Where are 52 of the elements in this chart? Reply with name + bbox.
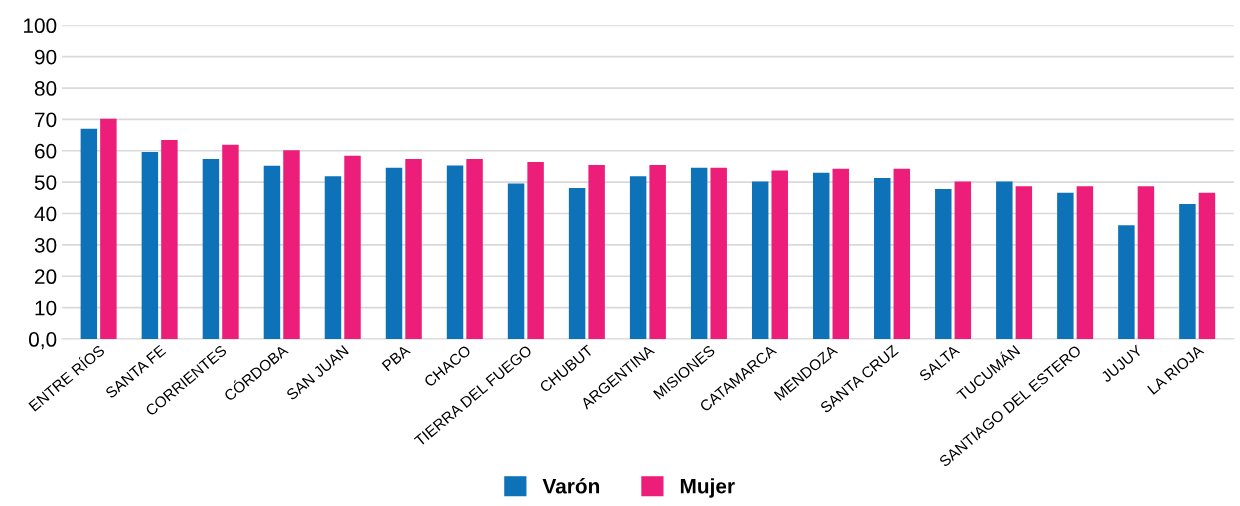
bar [1137, 186, 1155, 340]
bar [1015, 186, 1033, 340]
bar [954, 181, 972, 340]
y-tick-label: 20 [35, 269, 57, 285]
bar [222, 144, 239, 340]
bar [385, 167, 403, 340]
y-tick-label: 60 [35, 143, 57, 159]
bar [771, 170, 788, 340]
bar [935, 189, 952, 340]
bar [466, 158, 483, 340]
bar [832, 168, 849, 340]
y-tick-label: 100 [23, 18, 57, 34]
bar [874, 178, 891, 340]
bar [1198, 192, 1216, 340]
x-tick-label: PBA [381, 344, 411, 372]
bar [893, 168, 911, 340]
y-tick-label: 80 [34, 81, 57, 96]
bar [283, 150, 300, 340]
bar [527, 162, 544, 340]
bar [710, 167, 727, 340]
bar [568, 188, 586, 340]
bar [161, 140, 178, 340]
y-tick-label: 0,0 [28, 332, 57, 350]
bar [629, 176, 647, 340]
bar [588, 164, 605, 340]
bar [324, 176, 342, 340]
bar [507, 183, 525, 340]
bar [202, 158, 220, 340]
y-tick-label: 50 [34, 175, 57, 190]
y-tick-label: 70 [35, 112, 57, 128]
bar [996, 181, 1013, 340]
y-tick-label: 10 [35, 300, 57, 316]
bar [1118, 225, 1135, 340]
bar [80, 128, 98, 340]
legend-label: Varón [542, 478, 600, 494]
bar [405, 158, 422, 340]
bar [1076, 186, 1094, 340]
bar [812, 172, 830, 340]
bar [344, 155, 361, 340]
bar [751, 181, 769, 340]
y-tick-label: 30 [34, 237, 57, 253]
bar [649, 164, 666, 340]
bar [100, 118, 117, 340]
y-tick-label: 40 [34, 206, 57, 222]
bar [141, 152, 159, 340]
y-tick-label: 90 [34, 49, 57, 65]
bar [1179, 204, 1196, 340]
bar [690, 167, 708, 340]
bar [446, 165, 464, 340]
bar [1057, 192, 1074, 340]
bar [263, 165, 281, 340]
legend-label: Mujer [680, 478, 735, 498]
